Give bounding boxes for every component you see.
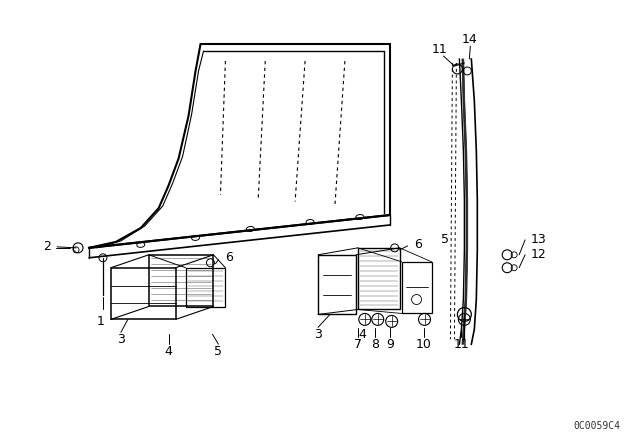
Bar bbox=[318, 255, 356, 314]
Text: 2: 2 bbox=[44, 241, 51, 254]
Bar bbox=[358, 248, 399, 310]
Text: 10: 10 bbox=[415, 338, 431, 351]
Text: 6: 6 bbox=[225, 251, 234, 264]
Text: 14: 14 bbox=[461, 33, 477, 46]
Text: 13: 13 bbox=[531, 233, 547, 246]
Text: 4: 4 bbox=[164, 345, 173, 358]
Bar bbox=[111, 268, 175, 319]
Text: 5: 5 bbox=[442, 233, 449, 246]
Bar bbox=[402, 262, 431, 314]
Text: 8: 8 bbox=[371, 338, 379, 351]
Text: 3: 3 bbox=[117, 333, 125, 346]
Text: 6: 6 bbox=[415, 238, 422, 251]
Text: 5: 5 bbox=[214, 345, 223, 358]
Text: 4: 4 bbox=[358, 328, 365, 341]
Text: 11: 11 bbox=[431, 43, 447, 56]
Text: 1: 1 bbox=[97, 315, 105, 328]
Text: 3: 3 bbox=[314, 328, 322, 341]
Text: 9: 9 bbox=[386, 338, 394, 351]
Text: 7: 7 bbox=[354, 338, 362, 351]
Bar bbox=[148, 255, 214, 306]
Text: 12: 12 bbox=[531, 248, 547, 261]
Text: 0C0059C4: 0C0059C4 bbox=[573, 421, 621, 431]
Text: 11: 11 bbox=[454, 338, 469, 351]
Bar bbox=[186, 268, 225, 307]
